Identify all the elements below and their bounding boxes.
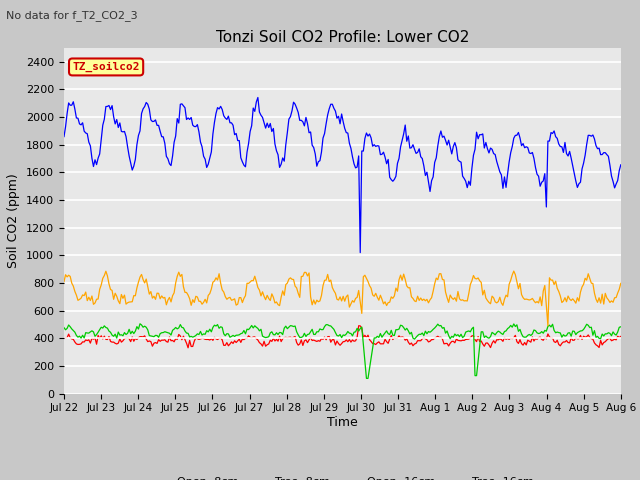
Legend: Open -8cm, Tree -8cm, Open -16cm, Tree -16cm: Open -8cm, Tree -8cm, Open -16cm, Tree -… bbox=[147, 473, 538, 480]
X-axis label: Time: Time bbox=[327, 416, 358, 429]
Text: TZ_soilco2: TZ_soilco2 bbox=[72, 62, 140, 72]
Title: Tonzi Soil CO2 Profile: Lower CO2: Tonzi Soil CO2 Profile: Lower CO2 bbox=[216, 30, 469, 46]
Y-axis label: Soil CO2 (ppm): Soil CO2 (ppm) bbox=[8, 173, 20, 268]
Text: No data for f_T2_CO2_3: No data for f_T2_CO2_3 bbox=[6, 10, 138, 21]
